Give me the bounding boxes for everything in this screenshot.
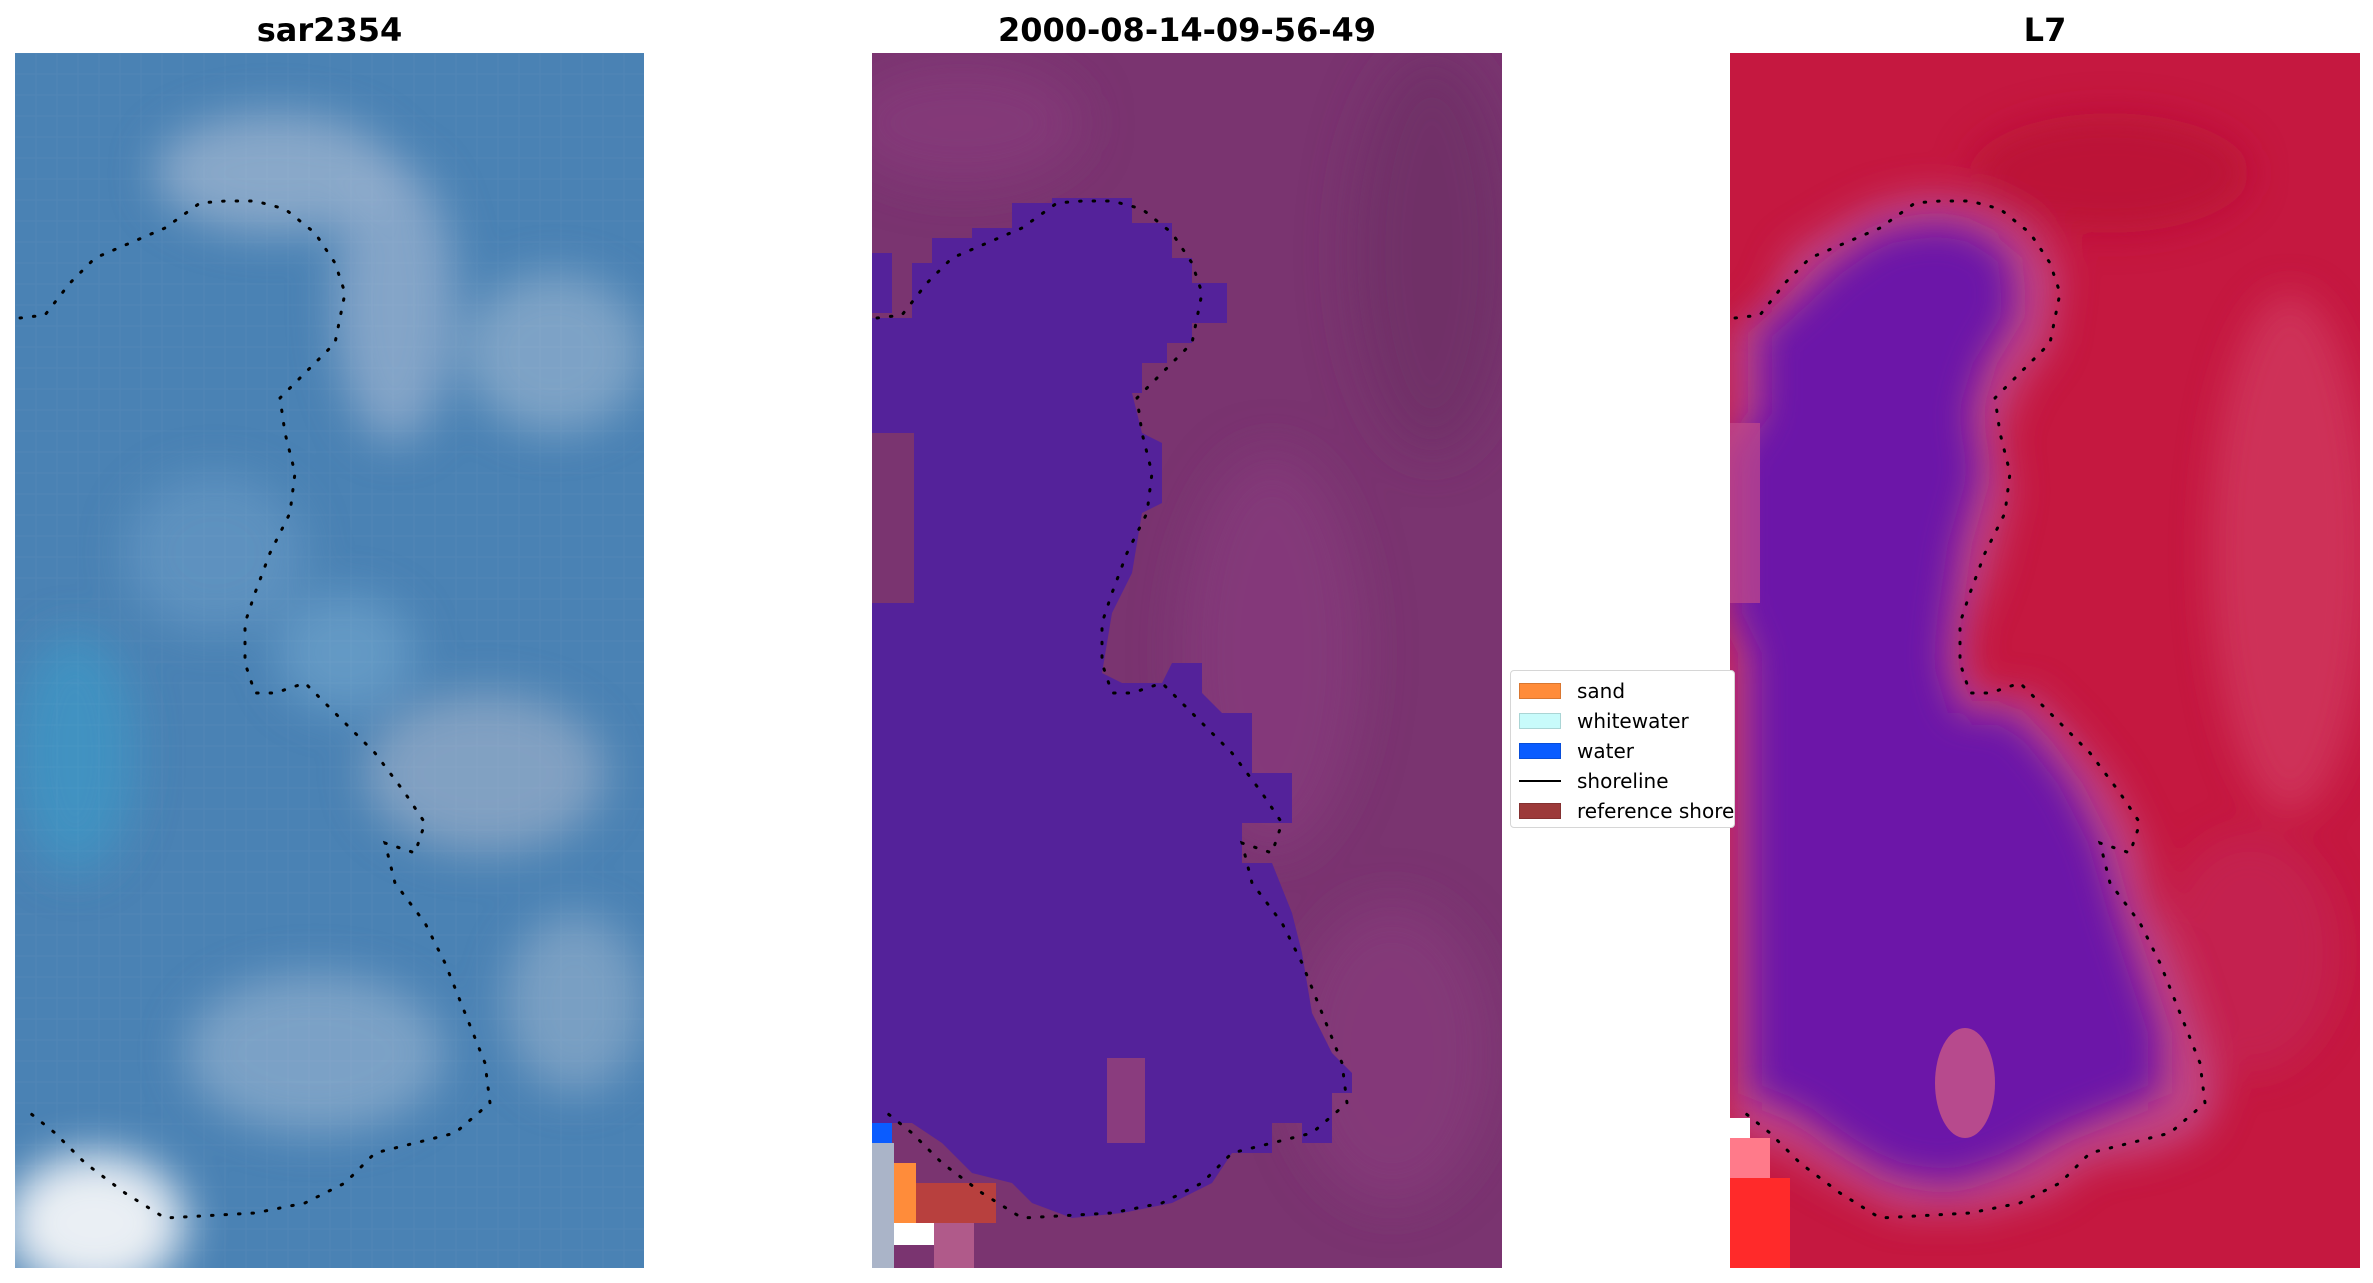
whitewater-pixels xyxy=(894,1223,934,1245)
water-body-classified xyxy=(872,198,1352,1218)
legend-swatch-shoreline xyxy=(1519,780,1561,782)
classified-image-panel xyxy=(872,53,1502,1268)
legend-label-shoreline: shoreline xyxy=(1577,769,1669,793)
land-patch-inner xyxy=(1107,1058,1145,1143)
edge-band xyxy=(1730,423,1760,603)
legend-swatch-whitewater xyxy=(1519,713,1561,729)
panel-title-index: L7 xyxy=(2023,11,2067,49)
water-edge xyxy=(872,253,892,313)
legend-swatch-reference-shoreline xyxy=(1519,803,1561,819)
legend-swatch-water xyxy=(1519,743,1561,759)
index-light-pixels xyxy=(1730,1138,1770,1178)
panel-title-classified: 2000-08-14-09-56-49 xyxy=(997,11,1377,49)
sand-pixels xyxy=(894,1163,916,1223)
classified-image xyxy=(872,53,1502,1268)
legend-item-sand: sand xyxy=(1519,677,1625,705)
index-image-panel xyxy=(1730,53,2360,1268)
legend-item-water: water xyxy=(1519,737,1634,765)
index-white-pixel xyxy=(1730,1118,1750,1138)
water-pixel xyxy=(872,1123,892,1143)
unclassified-pixels xyxy=(872,1143,894,1268)
legend-label-water: water xyxy=(1577,739,1634,763)
inner-island xyxy=(1935,1028,1995,1138)
legend-label-whitewater: whitewater xyxy=(1577,709,1689,733)
reference-shoreline-pixels xyxy=(916,1183,996,1223)
index-bright-pixels xyxy=(1730,1178,1790,1268)
legend-item-reference-shoreline: reference shoreline xyxy=(1519,797,1735,825)
land-patch xyxy=(872,433,914,603)
legend-item-whitewater: whitewater xyxy=(1519,707,1689,735)
legend-swatch-sand xyxy=(1519,683,1561,699)
land-pixels xyxy=(934,1223,974,1268)
rgb-image-panel xyxy=(15,53,644,1268)
legend: sand whitewater water shoreline referenc… xyxy=(1510,670,1735,828)
legend-label-sand: sand xyxy=(1577,679,1626,703)
index-image xyxy=(1730,53,2360,1268)
legend-label-reference-shoreline: reference shoreline xyxy=(1577,799,1735,823)
rgb-image xyxy=(15,53,644,1268)
legend-item-shoreline: shoreline xyxy=(1519,767,1669,795)
panel-title-rgb: sar2354 xyxy=(256,11,403,49)
